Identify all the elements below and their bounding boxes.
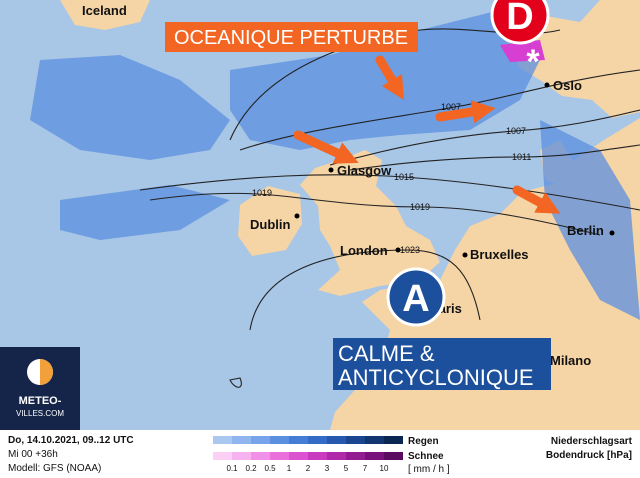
scale-cell xyxy=(327,436,346,444)
footer-date: Do, 14.10.2021, 09..12 UTC xyxy=(8,435,134,446)
unit-label: [ mm / h ] xyxy=(408,464,450,475)
low-label: D xyxy=(506,0,533,38)
logo-text: VILLES.COM xyxy=(16,409,64,418)
scale-cell xyxy=(384,452,403,460)
high-label: A xyxy=(402,278,429,320)
logo-icon xyxy=(40,359,53,385)
scale-label: 2 xyxy=(306,464,311,473)
scale-cell xyxy=(232,452,251,460)
place-label: Oslo xyxy=(553,78,582,93)
land-britain xyxy=(300,150,440,296)
scale-cell xyxy=(327,452,346,460)
logo-text: METEO- xyxy=(19,395,62,407)
scale-cell xyxy=(346,452,365,460)
scale-cell xyxy=(308,452,327,460)
footer-model: Modell: GFS (NOAA) xyxy=(8,463,101,474)
city-dot xyxy=(609,230,615,236)
rain-scale xyxy=(213,436,403,444)
snowflake: * xyxy=(526,43,540,81)
scale-cell xyxy=(270,452,289,460)
land-ireland xyxy=(238,186,302,256)
rain-label: Regen xyxy=(408,436,439,447)
isobar xyxy=(329,109,640,166)
snow-scale xyxy=(213,452,403,460)
banner-bottom xyxy=(333,338,551,390)
rain-area xyxy=(30,55,230,160)
footer-run: Mi 00 +36h xyxy=(8,449,58,460)
isobar-label: 1015 xyxy=(394,172,414,182)
scale-label: 10 xyxy=(380,464,389,473)
isobar-label: 1011 xyxy=(512,152,531,162)
isobar xyxy=(349,144,640,171)
scale-cell xyxy=(251,436,270,444)
scale-cell xyxy=(365,436,384,444)
arrow xyxy=(293,130,359,164)
scale-cell xyxy=(213,452,232,460)
scale-label: 1 xyxy=(287,464,292,473)
low-badge xyxy=(490,0,550,45)
arrow xyxy=(375,55,405,101)
scale-cell xyxy=(308,436,327,444)
isobar xyxy=(149,192,601,236)
isobar xyxy=(229,377,242,388)
arrow xyxy=(512,185,561,214)
rain-area xyxy=(60,185,230,240)
land-iceland xyxy=(60,0,150,30)
scale-labels: 0.1 0.2 0.5 1 2 3 5 7 10 xyxy=(226,464,389,473)
banner-top xyxy=(165,22,418,52)
scale-label: 5 xyxy=(344,464,349,473)
city-dot xyxy=(395,247,401,253)
isobar-label: 1023 xyxy=(400,245,420,255)
type-label: Niederschlagsart xyxy=(551,436,633,447)
place-label: Milano xyxy=(550,353,591,368)
rain-area xyxy=(540,120,640,320)
banner-bottom-text: ANTICYCLONIQUE xyxy=(338,365,534,390)
banner-top-text: OCEANIQUE PERTURBE xyxy=(174,27,408,49)
scale-label: 7 xyxy=(363,464,368,473)
scale-cell xyxy=(365,452,384,460)
scale-cell xyxy=(232,436,251,444)
place-label: Iceland xyxy=(82,3,127,18)
city-dot xyxy=(294,213,300,219)
banner-bottom-text: CALME & xyxy=(338,341,435,366)
scale-cell xyxy=(270,436,289,444)
scale-cell xyxy=(251,452,270,460)
city-dot xyxy=(328,167,334,173)
scale-cell xyxy=(346,436,365,444)
scale-label: 0.1 xyxy=(226,464,238,473)
scale-cell xyxy=(289,436,308,444)
place-label: Berlin xyxy=(567,223,604,238)
isobar xyxy=(139,174,640,211)
scale-cell xyxy=(289,452,308,460)
scale-label: 3 xyxy=(325,464,330,473)
scale-label: 0.5 xyxy=(264,464,276,473)
isobar-label: 1007 xyxy=(506,126,526,136)
place-label: Glasgow xyxy=(337,163,392,178)
arrow xyxy=(435,100,496,124)
city-dot xyxy=(462,252,468,258)
place-label: Dublin xyxy=(250,217,290,232)
place-label: Bruxelles xyxy=(470,247,529,262)
scale-cell xyxy=(384,436,403,444)
scale-label: 0.2 xyxy=(245,464,257,473)
snow-area xyxy=(500,40,545,62)
high-badge xyxy=(386,267,446,327)
scale-cell xyxy=(213,436,232,444)
city-dot xyxy=(544,82,550,88)
isobar-label: 1007 xyxy=(441,102,461,112)
isobar-label: 1019 xyxy=(252,188,272,198)
pressure-label: Bodendruck [hPa] xyxy=(546,450,632,461)
place-label: London xyxy=(340,243,388,258)
isobar-label: 1019 xyxy=(410,202,430,212)
snow-label: Schnee xyxy=(408,451,444,462)
